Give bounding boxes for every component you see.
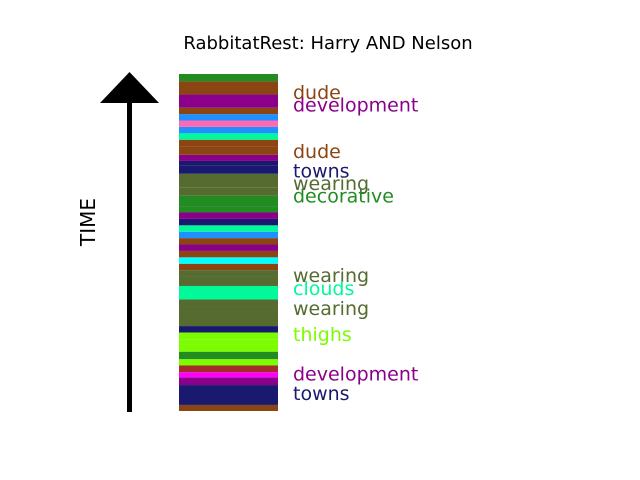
timeline-segments xyxy=(179,74,278,411)
segment-label-5: decorative xyxy=(293,186,394,208)
timeline-segment-22 xyxy=(179,225,278,232)
timeline-segment-33 xyxy=(179,139,278,147)
timeline-segment-35 xyxy=(179,126,278,134)
segment-label-0: dude xyxy=(293,82,341,104)
timeline-segment-16 xyxy=(179,263,278,271)
time-axis-arrowhead-icon xyxy=(100,72,159,103)
segment-label-6: wearing xyxy=(293,265,369,287)
timeline-segment-8 xyxy=(179,339,278,345)
timeline-segment-14 xyxy=(179,276,278,286)
timeline-segment-5 xyxy=(179,359,278,366)
timeline-segment-10 xyxy=(179,326,278,333)
segment-label-3: towns xyxy=(293,161,350,183)
timeline-segment-0 xyxy=(179,404,278,411)
segment-labels: dudedevelopmentdudetownswearingdecorativ… xyxy=(293,82,418,405)
timeline-segment-2 xyxy=(179,377,278,386)
timeline-segment-23 xyxy=(179,218,278,226)
segment-label-4: wearing xyxy=(293,173,369,195)
timeline-segment-31 xyxy=(179,154,278,161)
y-axis-label: TIME xyxy=(76,198,100,247)
segment-label-9: thighs xyxy=(293,324,352,346)
timeline-segment-41 xyxy=(179,74,278,82)
timeline-segment-39 xyxy=(179,94,278,108)
segment-label-10: development xyxy=(293,363,418,385)
timeline-segment-19 xyxy=(179,244,278,251)
timeline-segment-3 xyxy=(179,372,278,378)
timeline-segment-34 xyxy=(179,133,278,140)
timeline-segment-9 xyxy=(179,332,278,340)
timeline-segment-13 xyxy=(179,285,278,300)
timeline-segment-26 xyxy=(179,195,278,207)
time-axis: TIME xyxy=(76,72,159,412)
timeline-segment-6 xyxy=(179,351,278,360)
timeline-segment-17 xyxy=(179,257,278,264)
segment-label-8: wearing xyxy=(293,298,369,320)
timeline-segment-12 xyxy=(179,299,278,307)
timeline-segment-24 xyxy=(179,212,278,219)
chart-title: RabbitatRest: Harry AND Nelson xyxy=(183,33,472,54)
segment-label-7: clouds xyxy=(293,278,354,300)
segment-label-2: dude xyxy=(293,141,341,163)
timeline-segment-7 xyxy=(179,344,278,352)
timeline-segment-1 xyxy=(179,385,278,405)
segment-label-1: development xyxy=(293,95,418,117)
timeline-segment-30 xyxy=(179,160,278,166)
timeline-segment-37 xyxy=(179,114,278,121)
timeline-segment-21 xyxy=(179,231,278,239)
timeline-segment-38 xyxy=(179,107,278,115)
timeline-segment-27 xyxy=(179,187,278,196)
timeline-segment-15 xyxy=(179,270,278,277)
timeline-segment-36 xyxy=(179,120,278,127)
timeline-segment-20 xyxy=(179,238,278,245)
timeline-segment-11 xyxy=(179,306,278,327)
timeline-segment-18 xyxy=(179,250,278,258)
timeline-segment-29 xyxy=(179,165,278,174)
segment-label-11: towns xyxy=(293,383,350,405)
timeline-segment-32 xyxy=(179,146,278,155)
timeline-segment-40 xyxy=(179,81,278,95)
timeline-segment-4 xyxy=(179,365,278,373)
timeline-segment-28 xyxy=(179,173,278,188)
timeline-segment-25 xyxy=(179,206,278,213)
